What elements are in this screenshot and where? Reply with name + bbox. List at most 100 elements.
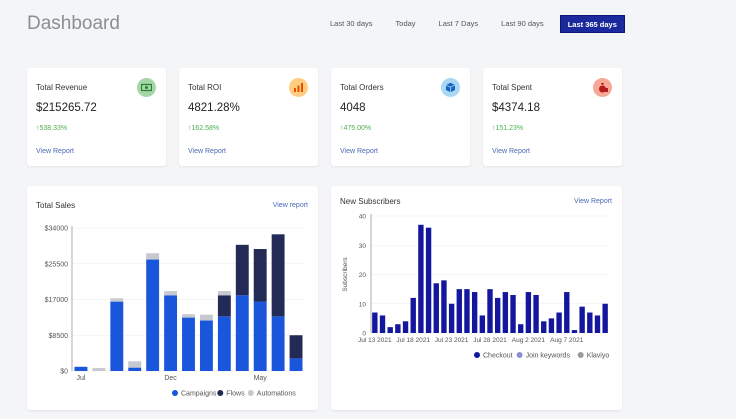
bar-flows <box>289 335 303 359</box>
x-tick-label: Jul <box>76 375 85 382</box>
bar-flows <box>271 234 285 317</box>
bar-automations <box>182 314 195 318</box>
legend-label: Automations <box>257 391 296 398</box>
legend-marker <box>217 390 224 396</box>
bar-chart-icon <box>289 78 308 97</box>
stat-label: Total Spent <box>492 83 533 92</box>
range-last-30-days[interactable]: Last 30 days <box>330 19 373 28</box>
legend-marker <box>247 390 254 396</box>
bar-flows <box>253 249 267 302</box>
legend-marker <box>172 390 178 396</box>
bar-campaigns <box>235 295 249 371</box>
bar-checkout <box>395 324 401 333</box>
bar-checkout <box>448 303 455 333</box>
bar-automations <box>164 291 178 296</box>
stat-value: 4821.28% <box>188 102 240 114</box>
x-tick-label: Aug 7 2021 <box>550 337 584 344</box>
bar-flows <box>217 295 231 317</box>
stat-card-spent: Total Spent $4374.18 ↑151.23% View Repor… <box>483 68 622 166</box>
page-title: Dashboard <box>27 13 120 34</box>
bar-checkout <box>556 312 562 333</box>
bar-checkout <box>418 224 424 333</box>
x-tick-label: Jul 13 2021 <box>358 337 392 344</box>
bar-checkout <box>387 327 393 333</box>
legend-label: Checkout <box>483 353 513 360</box>
bar-automations <box>199 314 213 321</box>
bar-checkout <box>441 280 447 333</box>
stat-label: Total Revenue <box>36 83 88 92</box>
bar-campaigns <box>74 366 88 371</box>
range-today[interactable]: Today <box>395 19 416 28</box>
stat-card-roi: Total ROI 4821.28% ↑162.58% View Report <box>179 68 318 166</box>
total-sales-chart: $0 $8500 $17000 $25500 $34000 Jul Dec May Campai… <box>45 226 305 398</box>
bar-checkout <box>541 321 547 333</box>
new-subscribers-chart: 0 10 20 30 40 Subscribers Jul 13 2021 Jul 18 20… <box>342 214 610 360</box>
stat-value: 4048 <box>340 102 366 114</box>
bar-checkout <box>502 292 509 333</box>
range-last-90-days[interactable]: Last 90 days <box>501 19 544 28</box>
bar-campaigns <box>182 317 195 371</box>
y-tick-label: $8500 <box>49 333 69 340</box>
bar-automations <box>92 368 106 371</box>
stat-label: Total Orders <box>340 83 384 92</box>
money-bag-icon <box>593 78 612 97</box>
bar-automations <box>146 253 160 260</box>
bar-checkout <box>372 312 378 333</box>
range-last-7-days[interactable]: Last 7 Days <box>438 19 479 28</box>
stat-delta: ↑538.33% <box>36 125 68 132</box>
bar-checkout <box>548 318 555 333</box>
bar-campaigns <box>199 320 213 371</box>
legend-label: Flows <box>226 391 245 398</box>
bar-checkout <box>579 306 585 333</box>
bar-checkout <box>456 289 462 333</box>
view-report-link[interactable]: View Report <box>36 148 75 155</box>
legend-marker <box>516 352 523 358</box>
money-icon <box>137 78 156 97</box>
bar-campaigns <box>110 301 124 371</box>
stat-delta: ↑151.23% <box>492 125 524 132</box>
bar-checkout <box>494 297 501 333</box>
bar-checkout <box>487 289 493 333</box>
view-report-link[interactable]: View Report <box>492 148 531 155</box>
view-report-link[interactable]: View Report <box>573 198 612 205</box>
stat-delta: ↑162.58% <box>188 125 220 132</box>
x-tick-label: Jul 28 2021 <box>473 337 507 344</box>
bar-checkout <box>425 227 432 333</box>
y-axis-label: Subscribers <box>342 257 349 292</box>
y-tick-label: 0 <box>362 331 366 338</box>
bar-checkout <box>402 321 409 333</box>
panel-title: Total Sales <box>36 201 76 210</box>
bar-checkout <box>602 303 608 333</box>
stat-label: Total ROI <box>188 83 222 92</box>
bar-checkout <box>587 312 593 333</box>
view-report-link[interactable]: View report <box>272 202 308 209</box>
view-report-link[interactable]: View Report <box>340 148 379 155</box>
y-tick-label: $34000 <box>45 226 68 233</box>
y-tick-label: 30 <box>359 243 367 250</box>
y-tick-label: 10 <box>359 301 367 308</box>
bar-campaigns <box>128 367 142 371</box>
x-tick-label: Dec <box>164 375 177 382</box>
bar-checkout <box>471 292 478 333</box>
bar-checkout <box>410 297 416 333</box>
y-tick-label: 40 <box>359 214 367 221</box>
stat-delta: ↑475.00% <box>340 125 372 132</box>
x-tick-label: Jul 23 2021 <box>435 337 469 344</box>
box-icon <box>441 78 460 97</box>
bar-checkout <box>564 292 570 333</box>
legend-label: Klaviyo <box>587 353 610 360</box>
bar-checkout <box>533 294 539 333</box>
bar-checkout <box>525 292 532 333</box>
legend-label: Join keywords <box>526 353 571 360</box>
x-tick-label: Aug 2 2021 <box>512 337 546 344</box>
bar-automations <box>128 361 142 368</box>
stat-value: $4374.18 <box>492 102 540 114</box>
range-last-365-days[interactable]: Last 365 days <box>559 15 625 33</box>
bar-flows <box>235 244 249 296</box>
bar-checkout <box>571 330 578 333</box>
y-tick-label: $17000 <box>45 297 68 304</box>
bar-checkout <box>510 294 516 333</box>
bar-automations <box>110 298 124 302</box>
view-report-link[interactable]: View Report <box>188 148 227 155</box>
date-range-selector: Last 30 days Today Last 7 Days Last 90 d… <box>323 15 634 33</box>
